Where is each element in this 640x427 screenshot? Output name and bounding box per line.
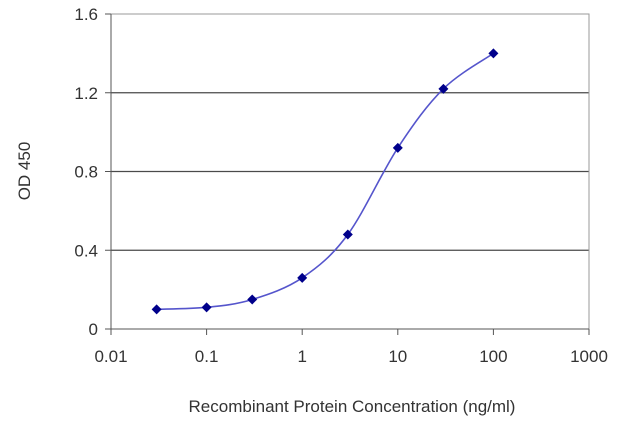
data-point	[488, 48, 499, 59]
series-line	[156, 52, 494, 311]
y-tick-label: 1.6	[74, 5, 98, 24]
y-axis: 0 0.4 0.8 1.2 1.6	[74, 5, 112, 339]
x-axis-title: Recombinant Protein Concentration (ng/ml…	[189, 397, 516, 416]
y-tick-label: 0.8	[74, 163, 98, 182]
data-point	[438, 83, 449, 94]
y-tick-label: 1.2	[74, 84, 98, 103]
y-tick-label: 0.4	[74, 241, 98, 260]
y-tick-label: 0	[89, 320, 98, 339]
x-tick-label: 10	[388, 347, 407, 366]
data-point	[247, 294, 258, 305]
data-point	[392, 142, 403, 153]
x-tick-label: 1000	[570, 347, 608, 366]
x-tick-label: 100	[479, 347, 507, 366]
gridlines	[111, 92, 589, 251]
data-point	[151, 304, 162, 315]
data-point	[297, 272, 308, 283]
data-point	[201, 302, 212, 313]
series-lines	[156, 52, 494, 311]
x-tick-label: 0.01	[94, 347, 127, 366]
x-axis: 0.01 0.1 1 10 100 1000	[94, 328, 608, 366]
data-point	[342, 229, 353, 240]
y-axis-title: OD 450	[15, 142, 34, 201]
x-tick-label: 1	[297, 347, 306, 366]
data-points	[151, 48, 499, 315]
x-tick-label: 0.1	[195, 347, 219, 366]
